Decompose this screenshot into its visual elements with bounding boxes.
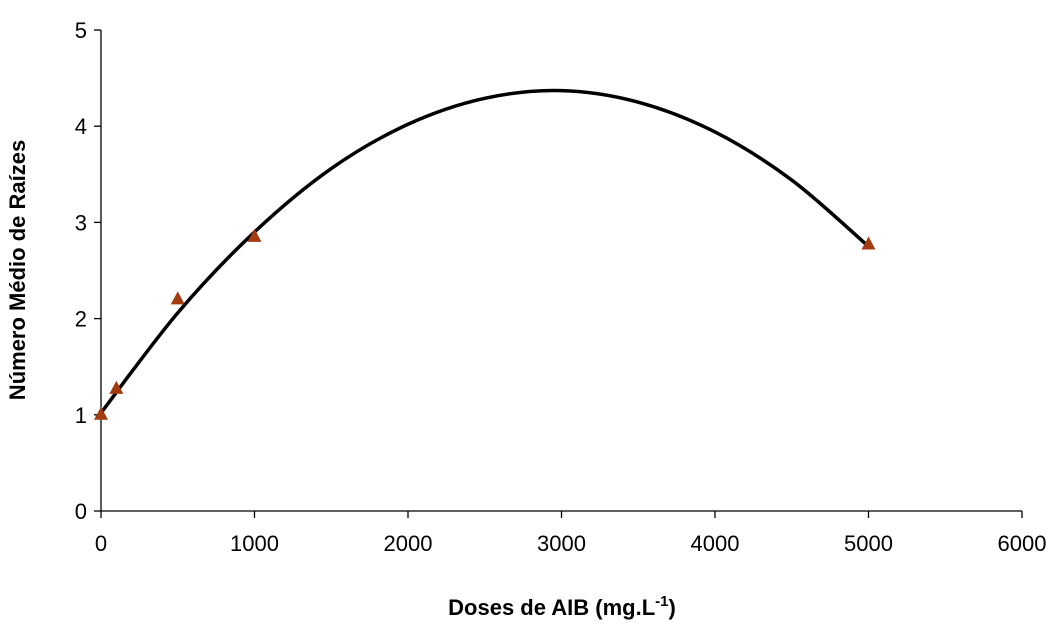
x-axis-title-part: Doses de AIB (mg.L: [448, 595, 655, 620]
x-tick-label: 5000: [844, 531, 893, 556]
data-point: [247, 228, 262, 242]
x-axis-title-superscript: -1: [655, 593, 668, 610]
y-tick-label: 2: [75, 307, 87, 332]
x-tick-label: 1000: [230, 531, 279, 556]
y-axis-title: Número Médio de Raízes: [5, 140, 30, 400]
y-tick-label: 5: [75, 18, 87, 43]
data-point: [109, 380, 124, 394]
y-tick-label: 1: [75, 403, 87, 428]
x-tick-label: 0: [95, 531, 107, 556]
x-tick-label: 2000: [384, 531, 433, 556]
data-point: [861, 236, 876, 250]
y-tick-label: 4: [75, 114, 87, 139]
x-tick-label: 4000: [691, 531, 740, 556]
y-tick-label: 0: [75, 499, 87, 524]
y-tick-label: 3: [75, 210, 87, 235]
data-point: [170, 291, 185, 305]
x-tick-label: 3000: [537, 531, 586, 556]
x-axis-title: Doses de AIB (mg.L-1): [448, 593, 676, 620]
data-point: [94, 406, 108, 420]
x-tick-label: 6000: [998, 531, 1047, 556]
x-axis-title-part: ): [669, 595, 676, 620]
trendline: [99, 88, 870, 414]
